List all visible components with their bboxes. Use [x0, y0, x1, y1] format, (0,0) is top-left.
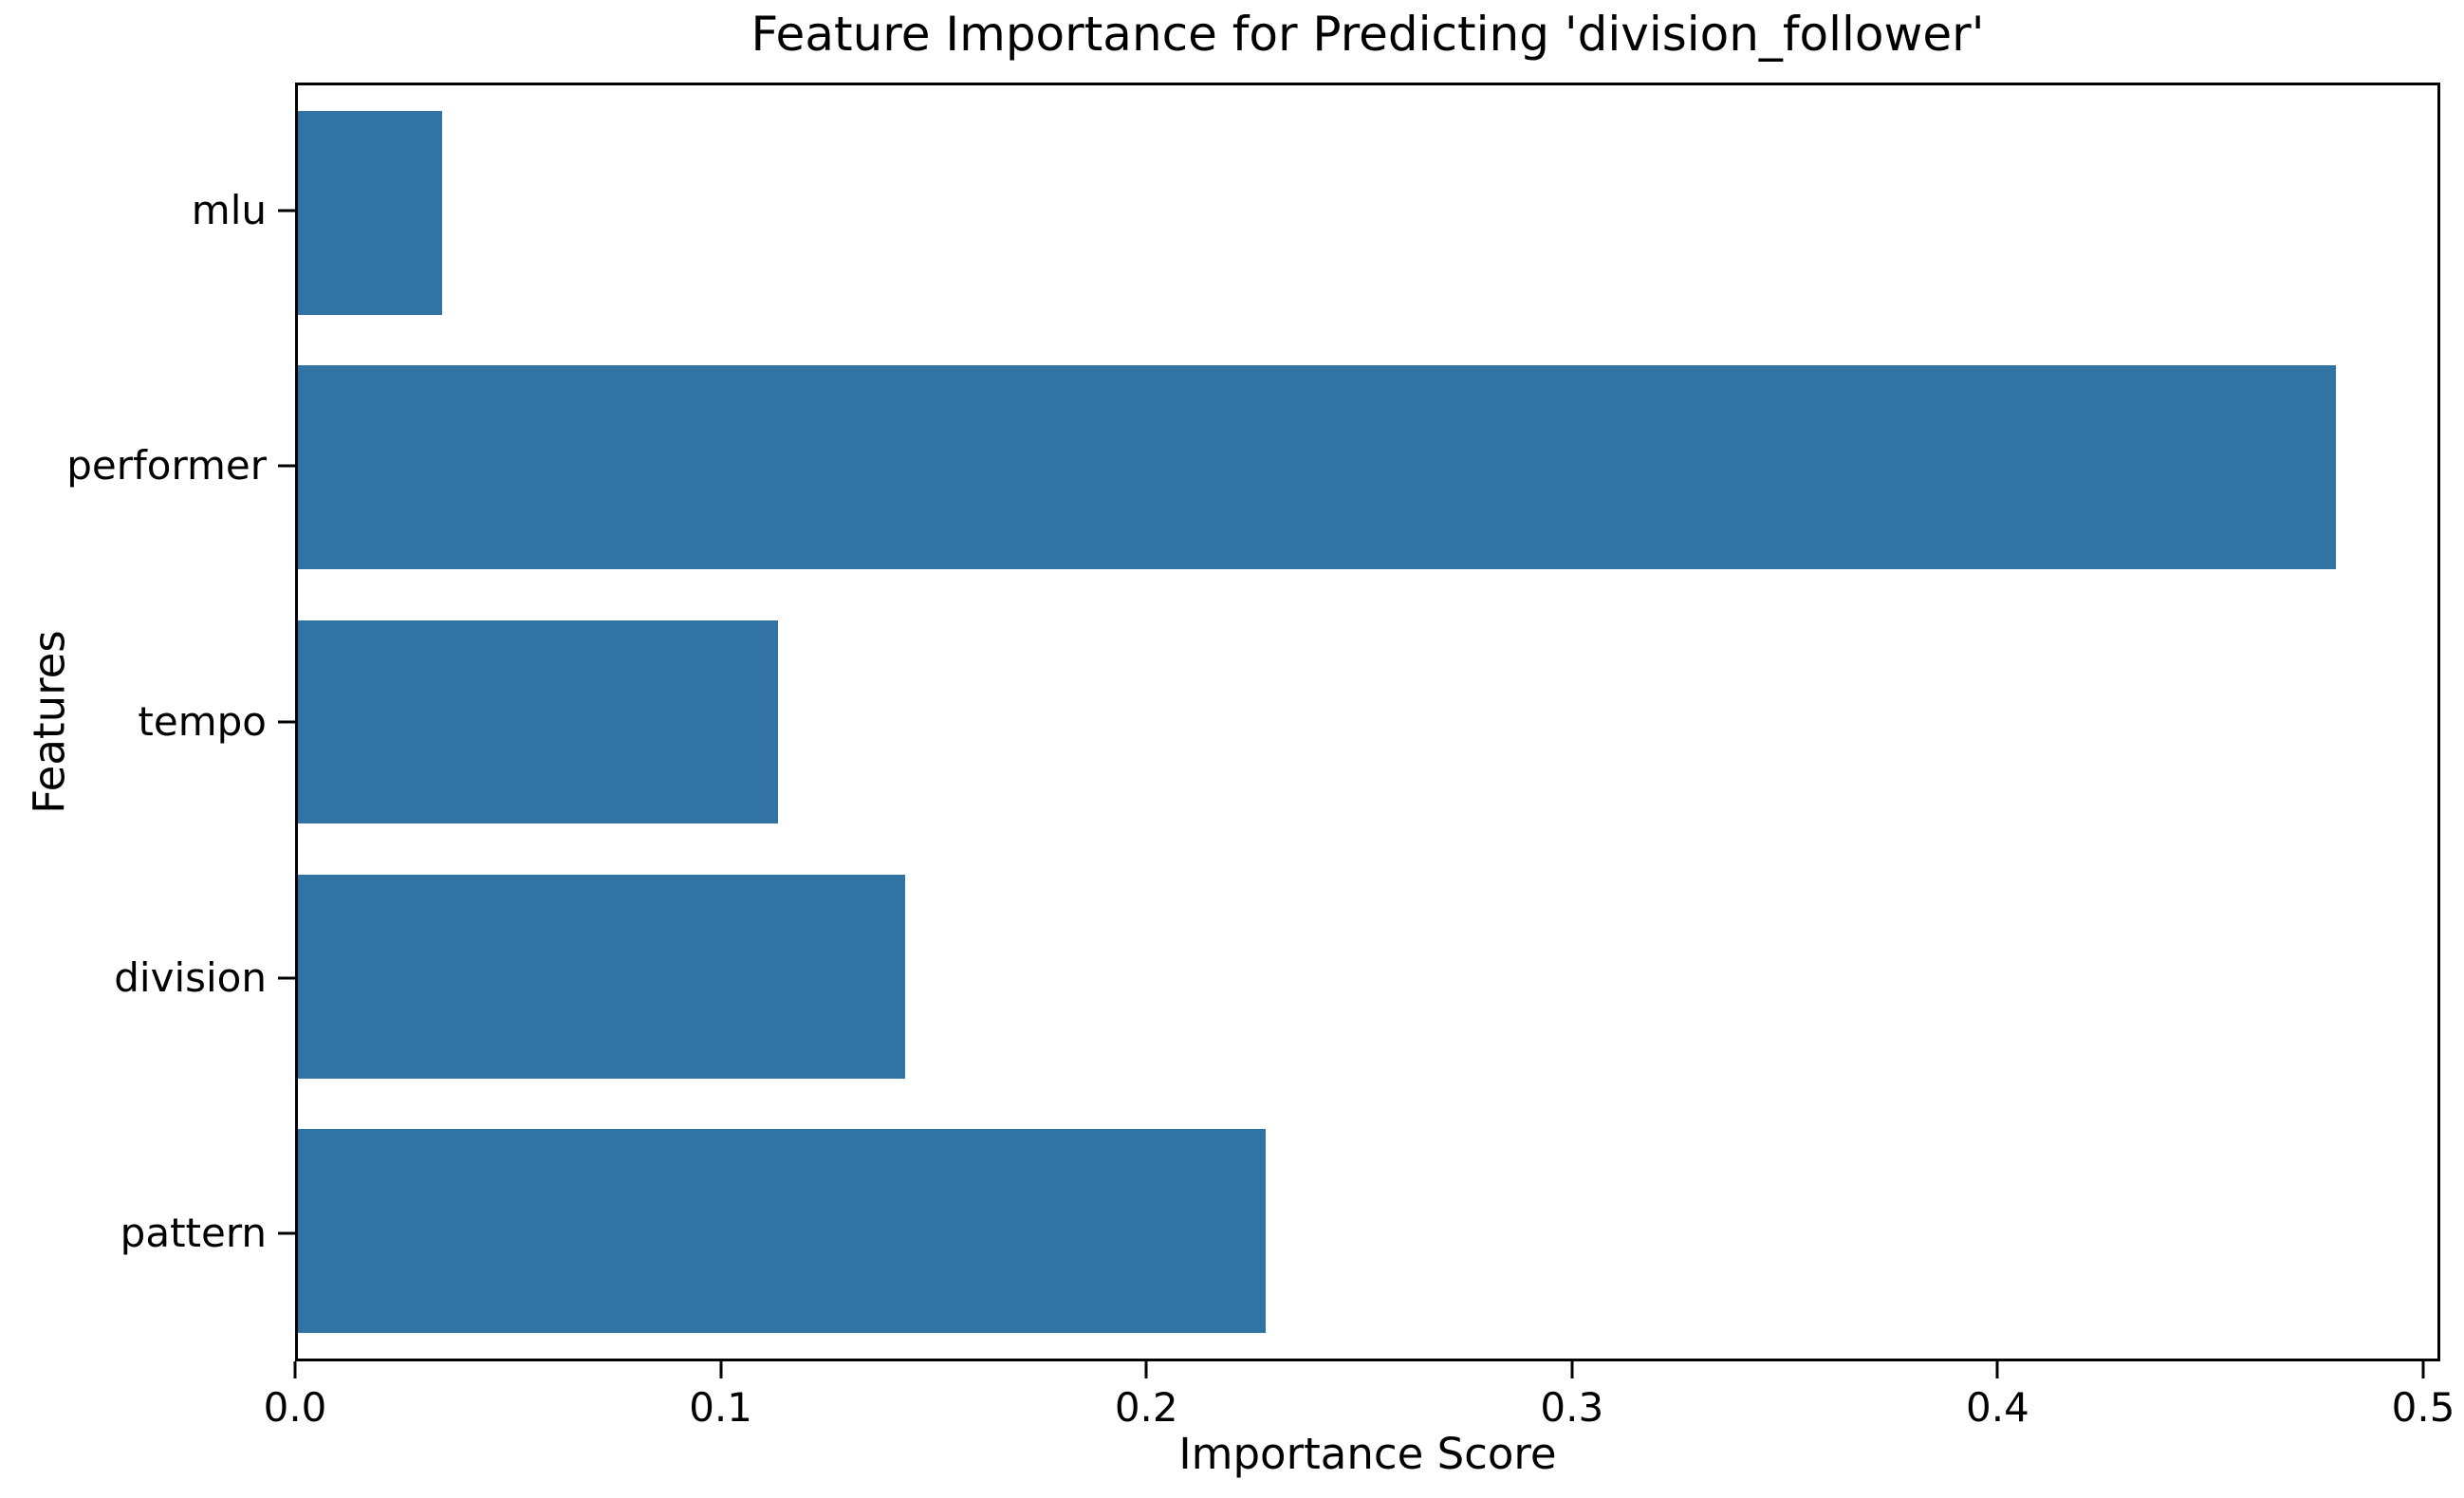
x-tick-label-0.4: 0.4	[1966, 1384, 2029, 1431]
x-tick-label-0.1: 0.1	[689, 1384, 753, 1431]
y-tick-mark	[278, 1231, 295, 1235]
y-axis-ticks: mlu performer tempo division pattern	[0, 83, 295, 1361]
y-tick-mark	[278, 976, 295, 980]
y-tick-label-division: division	[114, 953, 267, 1001]
y-tick-label-tempo: tempo	[138, 698, 267, 745]
bar-performer	[298, 365, 2336, 569]
y-tick-mark	[278, 464, 295, 468]
bar-pattern	[298, 1129, 1267, 1334]
y-tick-mark	[278, 209, 295, 213]
x-axis-title: Importance Score	[1178, 1429, 1557, 1479]
x-tick-mark	[1144, 1361, 1148, 1378]
bar-tempo	[298, 620, 778, 824]
x-tick-mark	[2421, 1361, 2425, 1378]
x-tick-mark	[293, 1361, 297, 1378]
bar-mlu	[298, 110, 443, 315]
x-tick-mark	[719, 1361, 723, 1378]
y-tick-mark	[278, 720, 295, 724]
bar-division	[298, 875, 905, 1079]
x-tick-label-0.3: 0.3	[1540, 1384, 1604, 1431]
x-tick-label-0.0: 0.0	[263, 1384, 327, 1431]
y-tick-label-mlu: mlu	[191, 186, 267, 233]
x-tick-label-0.2: 0.2	[1114, 1384, 1178, 1431]
x-axis-ticks: 0.0 0.1 0.2 0.3 0.4 0.5	[264, 1361, 2455, 1475]
x-tick-label-0.5: 0.5	[2391, 1384, 2455, 1431]
plot-area	[295, 83, 2440, 1361]
x-tick-mark	[1995, 1361, 1999, 1378]
y-tick-label-performer: performer	[66, 442, 267, 490]
chart-title: Feature Importance for Predicting 'divis…	[750, 7, 1985, 62]
x-tick-mark	[1570, 1361, 1574, 1378]
y-tick-label-pattern: pattern	[120, 1210, 267, 1257]
